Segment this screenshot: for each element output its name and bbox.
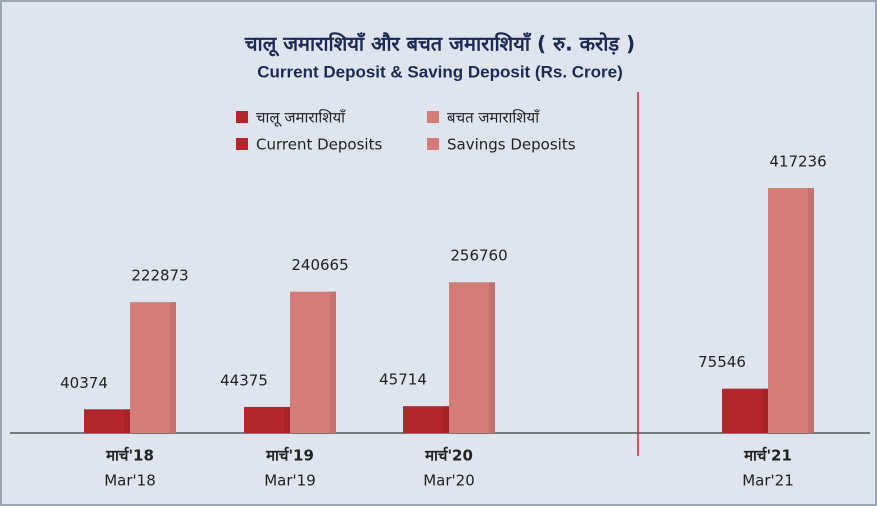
x-tick-label: Mar'19	[264, 472, 316, 490]
chart-subtitle: Current Deposit & Saving Deposit (Rs. Cr…	[257, 62, 623, 81]
x-tick-label-hindi: मार्च'18	[105, 447, 154, 465]
legend-swatch	[427, 111, 439, 123]
x-tick-label: Mar'21	[742, 472, 794, 490]
value-label: 45714	[379, 371, 427, 389]
bar-shade	[443, 406, 449, 433]
bar-shade	[330, 291, 336, 433]
bar	[130, 302, 176, 433]
bar-shade	[284, 406, 290, 433]
legend-label: Savings Deposits	[447, 136, 576, 154]
value-label: 75546	[698, 353, 746, 371]
bar-shade	[762, 388, 768, 433]
value-label: 417236	[769, 153, 826, 171]
value-label: 40374	[60, 374, 108, 392]
legend-swatch	[236, 138, 248, 150]
bar-shade	[170, 302, 176, 433]
x-tick-label: Mar'20	[423, 472, 475, 490]
x-tick-label-hindi: मार्च'19	[265, 447, 314, 465]
x-tick-label-hindi: मार्च'21	[743, 447, 792, 465]
legend-label: Current Deposits	[256, 136, 382, 154]
bar	[290, 291, 336, 433]
value-label: 240665	[291, 256, 348, 274]
bar	[84, 409, 130, 433]
value-label: 256760	[450, 247, 507, 265]
legend-swatch	[236, 111, 248, 123]
bar-shade	[808, 188, 814, 433]
legend-label-hindi: बचत जमाराशियाँ	[447, 109, 540, 127]
bar	[244, 406, 290, 433]
chart-title: चालू जमाराशियाँ और बचत जमाराशियाँ ( रु. …	[244, 32, 635, 57]
bar	[768, 188, 814, 433]
legend-swatch	[427, 138, 439, 150]
bar-shade	[124, 409, 130, 433]
bar-shade	[489, 282, 495, 433]
value-label: 44375	[220, 371, 268, 389]
bar	[449, 282, 495, 433]
x-tick-label-hindi: मार्च'20	[424, 447, 473, 465]
bar	[722, 388, 768, 433]
bar	[403, 406, 449, 433]
x-tick-label: Mar'18	[104, 472, 156, 490]
value-label: 222873	[131, 267, 188, 285]
legend-label-hindi: चालू जमाराशियाँ	[256, 109, 346, 128]
